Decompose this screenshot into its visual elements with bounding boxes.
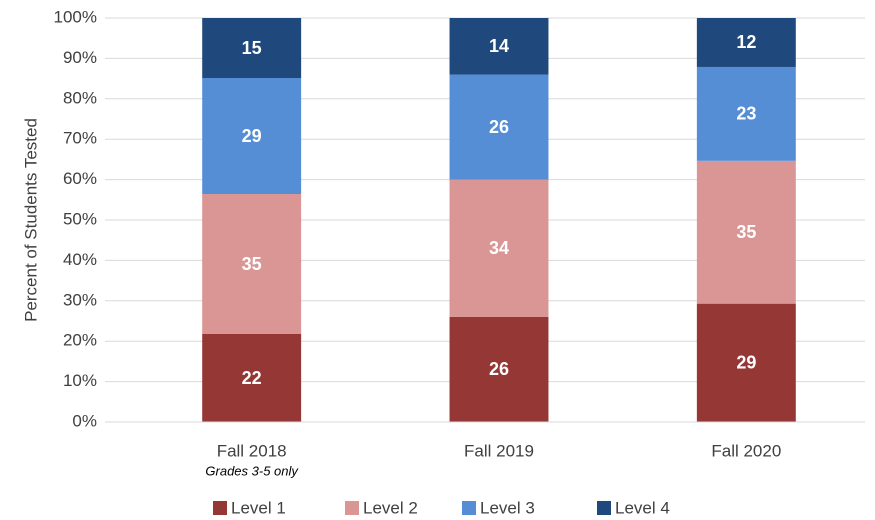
data-label: 15 <box>242 38 262 58</box>
y-tick-label: 90% <box>63 48 97 67</box>
bar-segment <box>696 303 796 422</box>
data-label: 26 <box>489 117 509 137</box>
bar-segment <box>202 78 302 194</box>
data-label: 35 <box>242 254 262 274</box>
bar-segment <box>449 18 549 75</box>
x-tick-label: Fall 2018 <box>217 441 287 460</box>
bar-segment <box>696 160 796 304</box>
legend-label: Level 1 <box>231 498 286 517</box>
legend-label: Level 3 <box>480 498 535 517</box>
legend-swatch <box>345 501 359 515</box>
bar-segment <box>202 18 302 78</box>
y-tick-label: 70% <box>63 129 97 148</box>
bar-segment <box>696 66 796 161</box>
data-label: 29 <box>242 126 262 146</box>
bar-segment <box>449 316 549 422</box>
y-tick-label: 40% <box>63 250 97 269</box>
y-tick-label: 50% <box>63 209 97 228</box>
y-tick-label: 10% <box>63 371 97 390</box>
legend-swatch <box>213 501 227 515</box>
bar-segment <box>696 18 796 67</box>
data-label: 26 <box>489 359 509 379</box>
y-tick-label: 100% <box>54 7 97 26</box>
data-label: 34 <box>489 238 509 258</box>
legend-label: Level 2 <box>363 498 418 517</box>
legend-label: Level 4 <box>615 498 670 517</box>
y-tick-label: 20% <box>63 331 97 350</box>
data-label: 14 <box>489 36 509 56</box>
legend-swatch <box>462 501 476 515</box>
category-note: Grades 3-5 only <box>205 463 299 478</box>
bar-segment <box>449 74 549 180</box>
data-label: 22 <box>242 368 262 388</box>
bar-segment <box>202 194 302 334</box>
data-label: 29 <box>736 353 756 373</box>
legend-swatch <box>597 501 611 515</box>
y-tick-label: 80% <box>63 88 97 107</box>
y-tick-label: 0% <box>72 411 97 430</box>
x-tick-label: Fall 2019 <box>464 441 534 460</box>
y-tick-label: 30% <box>63 290 97 309</box>
bar-segment <box>449 179 549 317</box>
data-label: 35 <box>736 222 756 242</box>
y-tick-label: 60% <box>63 169 97 188</box>
y-axis-title: Percent of Students Tested <box>21 118 40 322</box>
bar-segment <box>202 334 302 422</box>
data-label: 23 <box>736 104 756 124</box>
x-tick-label: Fall 2020 <box>711 441 781 460</box>
data-label: 12 <box>736 32 756 52</box>
